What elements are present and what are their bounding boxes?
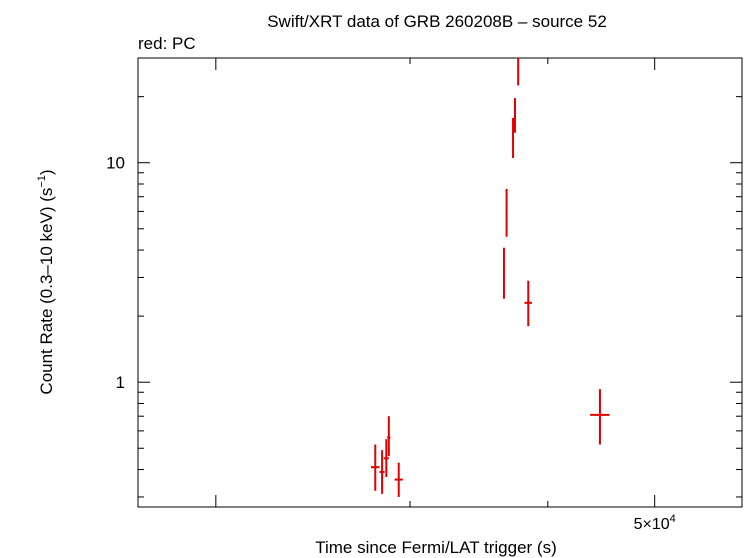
data-point: [505, 188, 508, 237]
data-point: [394, 462, 403, 497]
data-point: [370, 444, 380, 491]
data-point: [512, 117, 515, 159]
axis-ticks: [138, 57, 742, 507]
x-tick-label: 5×104: [634, 513, 676, 533]
data-point: [524, 280, 532, 327]
data-point: [590, 389, 610, 445]
data-points: [370, 58, 610, 497]
x-tick-labels: 5×104: [634, 513, 676, 533]
plot-frame: [137, 57, 743, 508]
y-tick-label: 10: [106, 154, 125, 173]
y-axis-label-sup: −1: [36, 175, 48, 188]
data-point: [513, 98, 516, 133]
data-point: [502, 247, 505, 299]
y-axis-label-end: ): [37, 169, 56, 175]
y-tick-label: 1: [116, 373, 125, 392]
x-tick-mantissa: 5×10: [634, 516, 670, 533]
data-point: [379, 450, 385, 494]
data-point: [383, 439, 389, 477]
chart-title: Swift/XRT data of GRB 260208B – source 5…: [267, 12, 607, 31]
data-point: [517, 58, 520, 86]
y-axis-label-main: Count Rate (0.3–10 keV) (s: [37, 188, 56, 395]
chart-subtitle: red: PC: [138, 34, 196, 53]
x-tick-exponent: 4: [670, 513, 676, 525]
data-point: [387, 416, 391, 457]
x-axis-label: Time since Fermi/LAT trigger (s): [315, 538, 557, 557]
y-axis-label: Count Rate (0.3–10 keV) (s−1): [36, 169, 56, 394]
y-tick-labels: 10 1: [106, 154, 125, 392]
